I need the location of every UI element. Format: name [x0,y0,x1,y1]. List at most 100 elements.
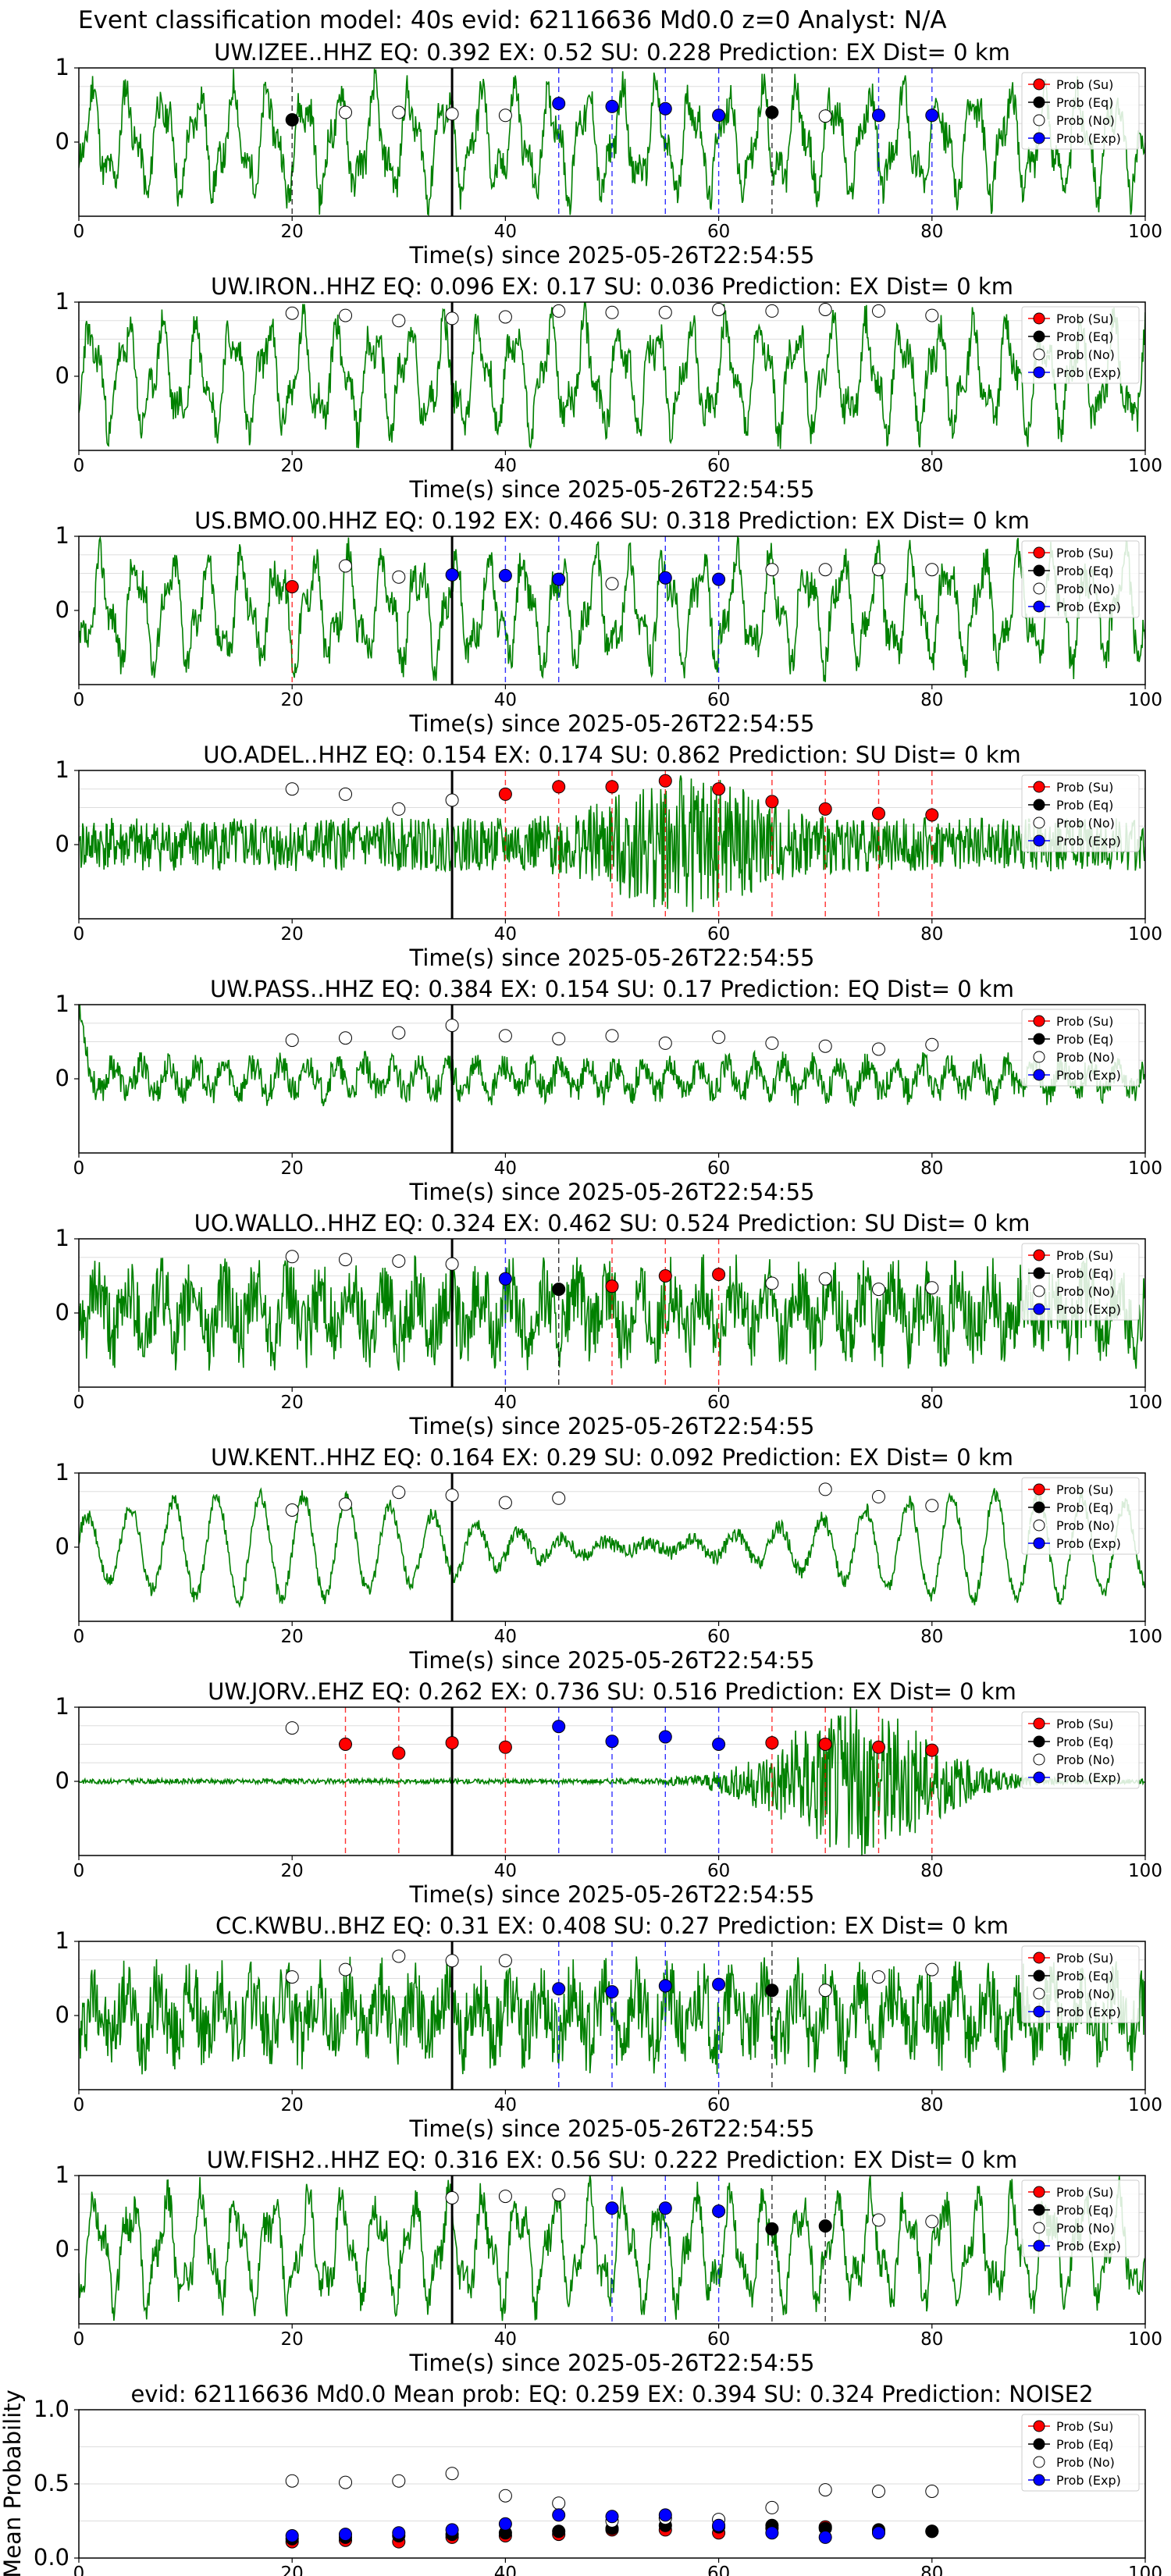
prob-marker-no [552,304,566,318]
x-tick-label: 100 [1128,1158,1162,1179]
prob-marker-no [765,1036,779,1050]
prob-marker-no [445,1257,459,1271]
y-tick-label: 0 [55,1299,69,1325]
prob-marker-no [818,109,832,123]
x-tick-label: 80 [920,924,943,945]
mean-marker-exp [392,2526,406,2540]
prob-marker-no [925,2215,939,2229]
prob-marker-no [605,577,619,591]
x-tick-label: 60 [707,2095,730,2115]
prob-marker-exp [605,1985,619,1999]
waveform-trace [79,536,1145,682]
prob-marker-exp [552,572,566,586]
prob-marker-exp [658,101,672,116]
legend-marker [1033,1717,1045,1730]
x-axis-label: Time(s) since 2025-05-26T22:54:55 [409,945,815,971]
prob-marker-no [285,1034,299,1048]
prob-marker-no [818,1039,832,1053]
legend-label: Prob (No) [1056,2455,1115,2470]
x-tick-label: 100 [1128,456,1162,476]
legend-label: Prob (Eq) [1056,2437,1113,2452]
legend-marker [1033,799,1045,811]
legend-marker [1033,2222,1045,2234]
legend-marker [1033,2204,1045,2216]
x-tick-label: 0 [73,222,85,242]
legend-label: Prob (Exp) [1056,600,1121,614]
mean-marker-eq [552,2524,566,2539]
subplot-7: UW.KENT..HHZ EQ: 0.164 EX: 0.29 SU: 0.09… [55,1444,1162,1674]
legend-label: Prob (No) [1056,1284,1115,1299]
prob-marker-exp [605,99,619,113]
x-tick-label: 20 [281,924,304,945]
legend-box [1021,72,1140,150]
x-tick-label: 80 [920,690,943,710]
prob-marker-no [765,563,779,577]
mean-marker-exp [498,2517,512,2531]
waveform-trace [79,1487,1145,1609]
legend-marker [1033,2474,1045,2486]
prob-marker-exp [498,1272,512,1286]
prob-marker-no [872,1489,885,1503]
legend-box [1021,540,1140,618]
x-tick-label: 20 [281,1158,304,1179]
legend-marker [1033,1753,1045,1766]
prob-marker-no [339,1031,352,1045]
legend-marker [1033,132,1045,144]
legend-marker [1033,348,1045,361]
x-tick-label: 60 [707,2329,730,2350]
prob-marker-su [925,808,939,822]
legend-label: Prob (Eq) [1056,1969,1113,1984]
legend-marker [1033,1267,1045,1279]
x-axis-label: Time(s) since 2025-05-26T22:54:55 [409,1881,815,1908]
x-tick-label: 0 [73,690,85,710]
prob-marker-no [872,1970,885,1984]
legend-marker [1033,312,1045,325]
legend-marker [1033,1537,1045,1550]
prob-marker-no [285,306,299,320]
x-tick-label: 60 [707,456,730,476]
legend-marker [1033,582,1045,595]
prob-marker-exp [552,1982,566,1996]
legend-box [1021,1009,1140,1087]
legend-marker [1033,817,1045,829]
prob-marker-no [658,305,672,319]
x-tick-label: 0 [73,1393,85,1413]
prob-marker-su [498,1740,512,1754]
y-tick-label: 0 [55,596,69,623]
legend-label: Prob (No) [1056,816,1115,831]
prob-marker-no [818,1984,832,1998]
x-tick-label: 60 [707,1158,730,1179]
x-tick-label: 80 [920,456,943,476]
prob-marker-no [339,308,352,322]
x-tick-label: 80 [920,1861,943,1881]
legend-label: Prob (Su) [1056,2185,1113,2200]
subplot-title: UW.JORV..EHZ EQ: 0.262 EX: 0.736 SU: 0.5… [208,1678,1016,1705]
x-tick-label: 20 [281,2095,304,2115]
prob-marker-exp [712,2204,726,2218]
subplot-11: evid: 62116636 Md0.0 Mean prob: EQ: 0.25… [0,2381,1162,2576]
y-tick-label: 0 [55,2001,69,2028]
mean-marker-no [498,2489,512,2503]
legend-label: Prob (Exp) [1056,365,1121,380]
x-tick-label: 40 [494,2095,517,2115]
x-tick-label: 40 [494,1158,517,1179]
subplot-9: CC.KWBU..BHZ EQ: 0.31 EX: 0.408 SU: 0.27… [55,1912,1162,2142]
y-tick-label: 1 [55,991,69,1017]
prob-marker-no [339,559,352,573]
plot-area [79,302,1145,450]
x-axis-label: Time(s) since 2025-05-26T22:54:55 [409,1413,815,1439]
prob-marker-su [339,1738,352,1751]
prob-marker-su [658,1269,672,1283]
x-tick-label: 60 [707,1861,730,1881]
y-tick-label: 1 [55,2161,69,2188]
legend-box [1021,1243,1140,1321]
mean-marker-no [818,2483,832,2497]
prob-marker-no [285,1503,299,1517]
y-tick-label: 0 [55,2236,69,2262]
prob-marker-no [392,1026,406,1040]
prob-marker-exp [712,572,726,586]
prob-marker-su [445,1736,459,1750]
legend-box [1021,1477,1140,1555]
legend-label: Prob (Su) [1056,77,1113,92]
